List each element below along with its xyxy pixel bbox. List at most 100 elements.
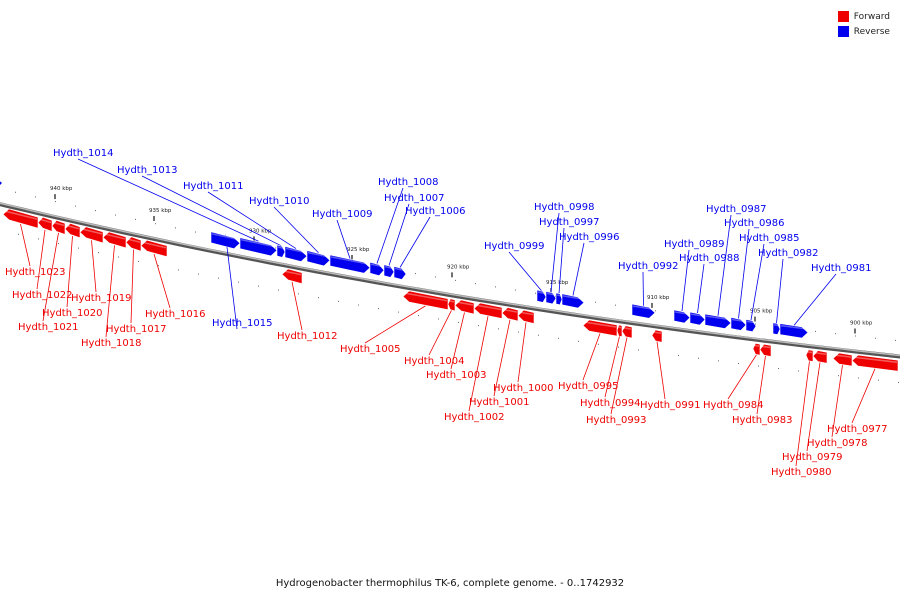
gene-label[interactable]: Hydth_1000 <box>493 383 554 394</box>
gene-Hydth_0993[interactable] <box>621 325 633 339</box>
gene-arrow[interactable] <box>745 319 757 333</box>
gene-Hydth_0994[interactable] <box>616 324 623 338</box>
gene-arrow[interactable] <box>772 322 781 335</box>
gene-Hydth_0999[interactable] <box>536 289 547 303</box>
gene-label[interactable]: Hydth_1016 <box>145 309 206 320</box>
gene-arrow[interactable] <box>140 239 168 258</box>
gene-arrow[interactable] <box>730 317 747 331</box>
gene-Hydth_0996[interactable] <box>561 293 585 309</box>
gene-arrow[interactable] <box>759 343 772 357</box>
gene-label[interactable]: Hydth_0986 <box>724 218 785 229</box>
gene-label[interactable]: Hydth_0982 <box>758 248 819 259</box>
gene-Hydth_0988[interactable] <box>689 311 706 326</box>
gene-label[interactable]: Hydth_0985 <box>739 233 800 244</box>
gene-Hydth_0980[interactable] <box>805 349 814 362</box>
gene-label[interactable]: Hydth_0988 <box>679 253 740 264</box>
gene-label[interactable]: Hydth_0981 <box>811 263 872 274</box>
gene-arrow[interactable] <box>369 261 385 277</box>
gene-label[interactable]: Hydth_1009 <box>312 209 373 220</box>
gene-Hydth_1000[interactable] <box>517 309 535 324</box>
gene-label[interactable]: Hydth_0994 <box>580 398 641 409</box>
gene-Hydth_0991[interactable] <box>651 329 663 343</box>
gene-Hydth_0983[interactable] <box>759 343 772 357</box>
gene-label[interactable]: Hydth_0996 <box>559 232 620 243</box>
gene-Hydth_1016[interactable] <box>140 239 168 258</box>
gene-label[interactable]: Hydth_0995 <box>558 381 619 392</box>
gene-label[interactable]: Hydth_1021 <box>18 322 79 333</box>
gene-label[interactable]: Hydth_0977 <box>827 424 888 435</box>
gene-label[interactable]: Hydth_1019 <box>71 293 132 304</box>
gene-arrow[interactable] <box>383 264 395 278</box>
gene-arrow[interactable] <box>239 237 278 257</box>
gene-label[interactable]: Hydth_1012 <box>277 331 338 342</box>
gene-label[interactable]: Hydth_0991 <box>640 400 701 411</box>
gene-Hydth_0997[interactable] <box>555 292 563 306</box>
gene-arrow[interactable] <box>651 329 663 343</box>
gene-label[interactable]: Hydth_1004 <box>404 356 465 367</box>
gene-arrow[interactable] <box>631 303 656 319</box>
gene-Hydth_1011[interactable] <box>284 246 308 262</box>
gene-Hydth_1010[interactable] <box>306 250 331 267</box>
gene-arrow[interactable] <box>621 325 633 339</box>
gene-Hydth_0998[interactable] <box>545 291 557 305</box>
gene-Hydth_1001[interactable] <box>501 307 519 322</box>
gene-arrow[interactable] <box>517 309 535 324</box>
gene-arrow[interactable] <box>284 246 308 262</box>
gene-label[interactable]: Hydth_1020 <box>42 308 103 319</box>
gene-arrow[interactable] <box>689 311 706 326</box>
gene-label[interactable]: Hydth_1003 <box>426 370 487 381</box>
gene-Hydth_0981[interactable] <box>779 323 809 339</box>
gene-label[interactable]: Hydth_1006 <box>405 206 466 217</box>
gene-Hydth_0986[interactable] <box>730 317 747 331</box>
gene-label[interactable]: Hydth_1007 <box>384 193 445 204</box>
gene-Hydth_0987[interactable] <box>704 313 732 329</box>
gene-label[interactable]: Hydth_0978 <box>807 438 868 449</box>
gene-arrow[interactable] <box>704 313 732 329</box>
gene-label[interactable]: Hydth_0998 <box>534 202 595 213</box>
gene-label[interactable]: Hydth_1008 <box>378 177 439 188</box>
gene-Hydth_1015[interactable] <box>210 231 241 250</box>
gene-arrow[interactable] <box>779 323 809 339</box>
gene-label[interactable]: Hydth_1018 <box>81 338 142 349</box>
gene-label[interactable]: Hydth_1002 <box>444 412 505 423</box>
gene-label[interactable]: Hydth_0992 <box>618 261 679 272</box>
gene-arrow[interactable] <box>555 292 563 306</box>
gene-label[interactable]: Hydth_0983 <box>732 415 793 426</box>
gene-label[interactable]: Hydth_0987 <box>706 204 767 215</box>
gene-label[interactable]: Hydth_1005 <box>340 344 401 355</box>
gene-arrow[interactable] <box>281 268 303 285</box>
gene-Hydth_1012[interactable] <box>281 268 303 285</box>
gene-Hydth_1020[interactable] <box>64 223 81 239</box>
gene-Hydth_1007[interactable] <box>383 264 395 278</box>
gene-Hydth_1006[interactable] <box>393 266 407 280</box>
gene-Hydth_0979[interactable] <box>812 350 828 364</box>
gene-Hydth_1013[interactable] <box>276 244 286 258</box>
gene-Hydth_1008[interactable] <box>369 261 385 277</box>
gene-label[interactable]: Hydth_0989 <box>664 239 725 250</box>
gene-arrow[interactable] <box>851 354 899 372</box>
gene-label[interactable]: Hydth_1010 <box>249 196 310 207</box>
gene-label[interactable]: Hydth_0980 <box>771 467 832 478</box>
gene-Hydth_1022[interactable] <box>37 216 53 232</box>
gene-Hydth_0977[interactable] <box>851 354 899 372</box>
gene-label[interactable]: Hydth_1022 <box>12 290 73 301</box>
gene-label[interactable]: Hydth_1015 <box>212 318 273 329</box>
gene-arrow[interactable] <box>561 293 585 309</box>
gene-arrow[interactable] <box>276 244 286 258</box>
gene-Hydth_1014[interactable] <box>239 237 278 257</box>
gene-Hydth_0992[interactable] <box>631 303 656 319</box>
gene-Hydth_0978[interactable] <box>832 352 853 367</box>
gene-arrow[interactable] <box>210 231 241 250</box>
gene-label[interactable]: Hydth_1013 <box>117 165 178 176</box>
gene-label[interactable]: Hydth_1014 <box>53 148 114 159</box>
gene-arrow[interactable] <box>329 254 371 274</box>
gene-label[interactable]: Hydth_1011 <box>183 181 244 192</box>
gene-Hydth_1009[interactable] <box>329 254 371 274</box>
gene-label[interactable]: Hydth_1001 <box>469 397 530 408</box>
gene-Hydth_0989[interactable] <box>673 309 691 324</box>
gene-Hydth_1021[interactable] <box>51 220 66 235</box>
gene-arrow[interactable] <box>545 291 557 305</box>
gene-arrow[interactable] <box>306 250 331 267</box>
gene-label[interactable]: Hydth_1017 <box>106 324 167 335</box>
gene-arrow[interactable] <box>536 289 547 303</box>
